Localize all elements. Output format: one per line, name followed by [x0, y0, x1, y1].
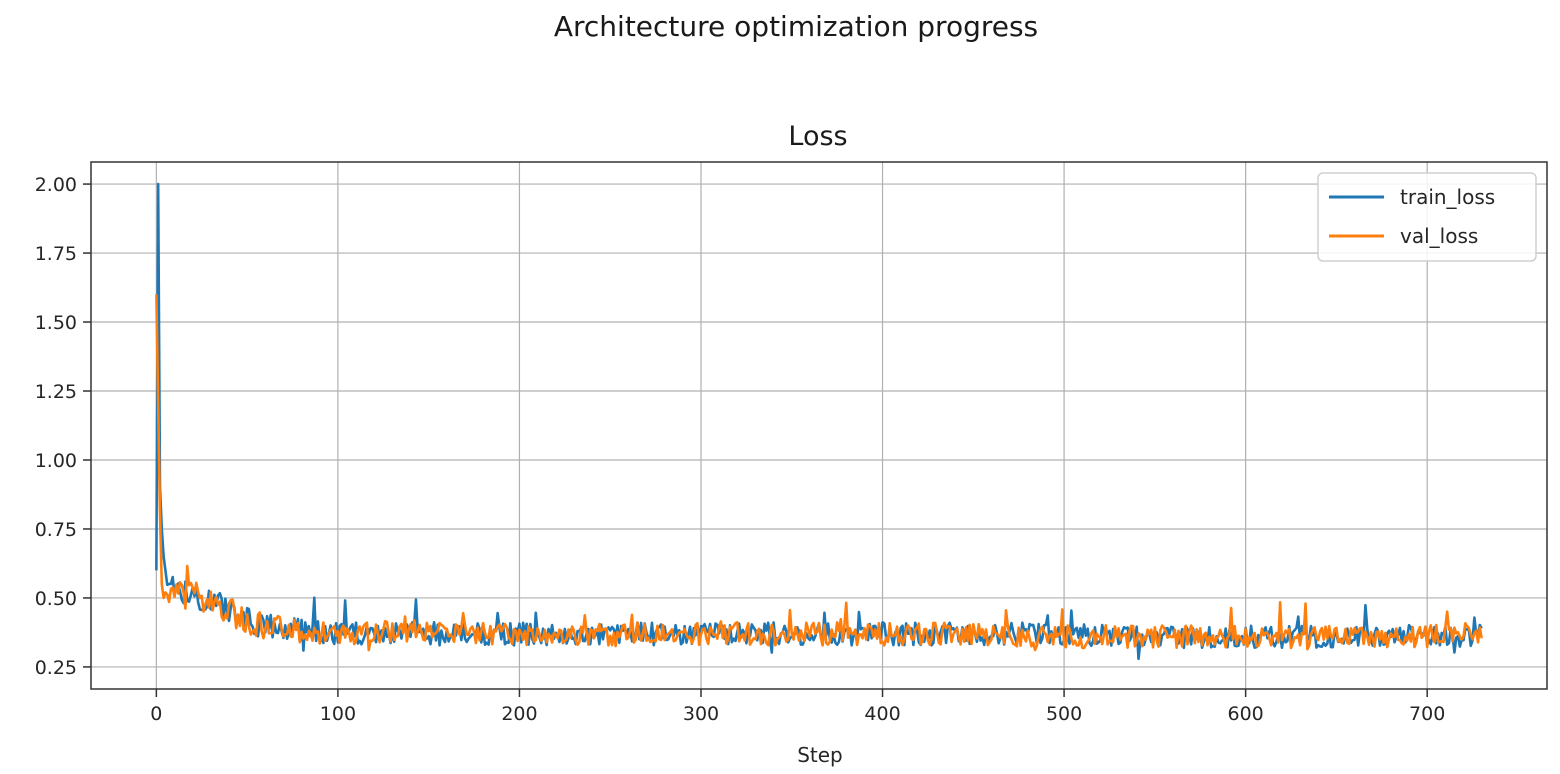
y-tick-label: 0.25 [35, 657, 77, 679]
x-axis-ticks: 0 100 200 300 400 500 600 700 [150, 689, 1445, 725]
x-tick-label: 700 [1409, 703, 1445, 725]
figure-suptitle: Architecture optimization progress [554, 10, 1038, 43]
x-tick-label: 500 [1046, 703, 1082, 725]
x-tick-label: 0 [150, 703, 162, 725]
x-tick-label: 400 [864, 703, 900, 725]
x-tick-label: 300 [683, 703, 719, 725]
y-tick-label: 1.00 [35, 450, 77, 472]
y-tick-label: 1.75 [35, 243, 77, 265]
legend-label-train-loss: train_loss [1400, 185, 1495, 209]
plot-frame [90, 161, 1548, 690]
x-tick-label: 200 [501, 703, 537, 725]
series-line-train-loss [155, 182, 1483, 661]
series-line-val-loss [155, 294, 1483, 652]
x-tick-label: 100 [320, 703, 356, 725]
axes-title: Loss [788, 121, 847, 152]
series-lines [155, 182, 1483, 661]
y-tick-label: 2.00 [35, 174, 77, 196]
legend-label-val-loss: val_loss [1400, 224, 1478, 248]
x-axis-label: Step [797, 743, 843, 767]
y-tick-label: 0.75 [35, 519, 77, 541]
grid [91, 162, 1547, 689]
y-tick-label: 0.50 [35, 588, 77, 610]
x-tick-label: 600 [1228, 703, 1264, 725]
legend-box [1317, 172, 1537, 262]
y-axis-ticks: 0.25 0.50 0.75 1.00 1.25 1.50 1.75 2.00 [35, 174, 91, 679]
y-tick-label: 1.25 [35, 381, 77, 403]
legend: train_loss val_loss [1317, 172, 1537, 262]
y-tick-label: 1.50 [35, 312, 77, 334]
